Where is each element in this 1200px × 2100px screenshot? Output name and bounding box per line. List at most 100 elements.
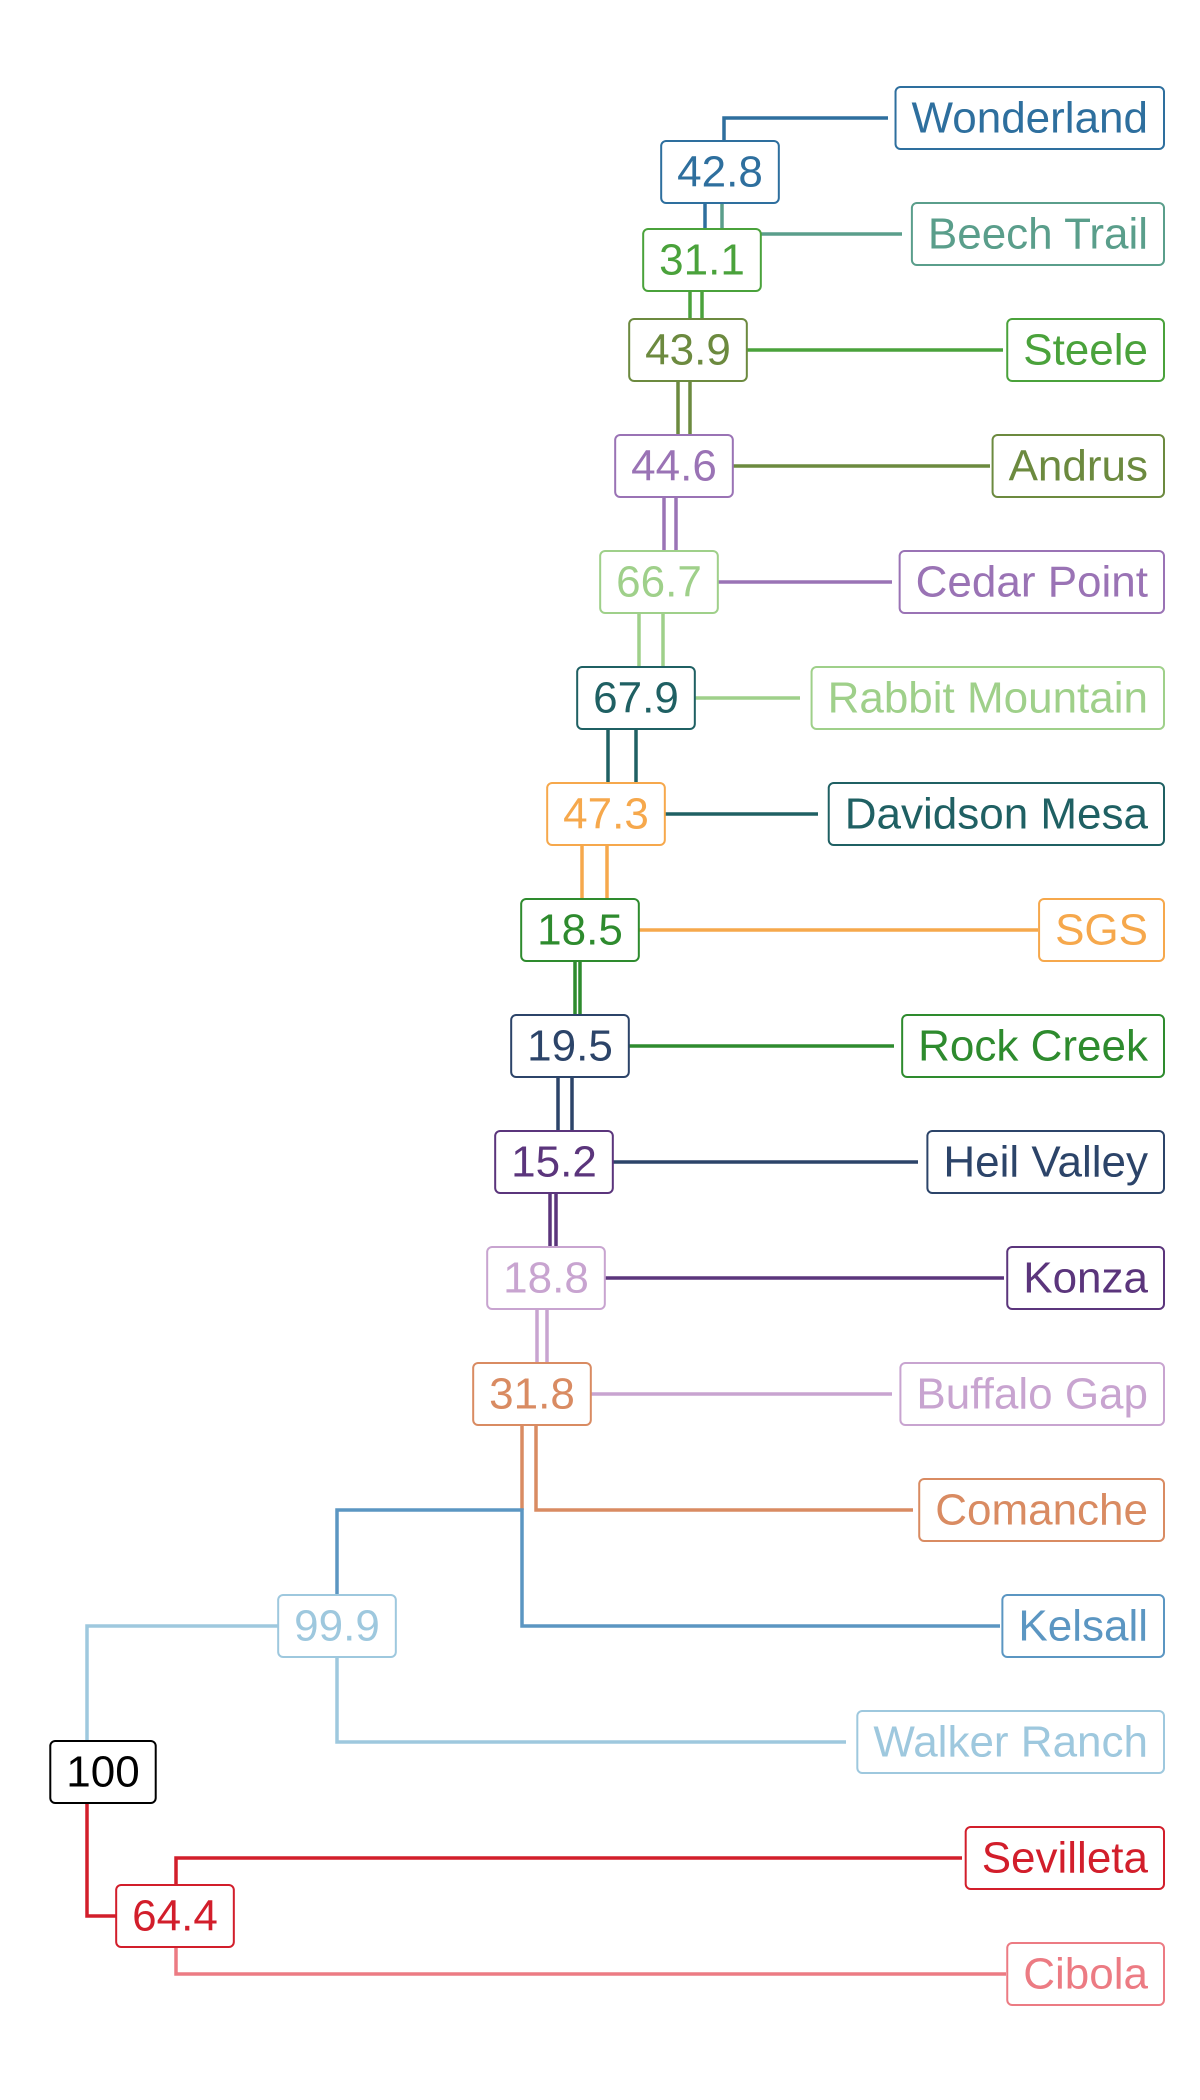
node-n-44-6-value: 44.6 (631, 442, 717, 491)
node-n-31-8-box (472, 1362, 592, 1426)
node-n-19-5-value: 19.5 (527, 1022, 613, 1071)
node-n-31-8: 31.8 (472, 1362, 592, 1426)
leaf-beech-trail-box (910, 202, 1165, 266)
leaf-labels: Wonderland Beech Trail Steele Andrus Cedar P… (810, 86, 1165, 2006)
leaf-andrus: Andrus (991, 434, 1165, 498)
leaf-sgs-box (1038, 898, 1165, 962)
leaf-sgs: SGS (1038, 898, 1165, 962)
branch-99-9-top (335, 1508, 1000, 1628)
node-n-67-9-box (576, 666, 696, 730)
node-n-64-4: 64.4 (115, 1884, 235, 1948)
leaf-kelsall: Kelsall (1001, 1594, 1165, 1658)
node-n-43-9-box (628, 318, 748, 382)
node-n-root: 100 (49, 1740, 157, 1804)
leaf-heil-valley-box (926, 1130, 1165, 1194)
node-n-66-7-box (599, 550, 719, 614)
dendrogram-branches (85, 116, 1038, 1976)
leaf-konza: Konza (1006, 1246, 1165, 1310)
leaf-buffalo-gap: Buffalo Gap (899, 1362, 1165, 1426)
leaf-comanche-box (918, 1478, 1165, 1542)
node-n-44-6: 44.6 (614, 434, 734, 498)
leaf-rabbit-mountain: Rabbit Mountain (810, 666, 1165, 730)
leaf-wonderland-box (894, 86, 1165, 150)
branch-wonderland (722, 116, 888, 149)
leaf-comanche-label: Comanche (935, 1486, 1148, 1535)
leaf-wonderland: Wonderland (894, 86, 1165, 150)
leaf-cedar-point: Cedar Point (898, 550, 1165, 614)
node-n-67-9-value: 67.9 (593, 674, 679, 723)
node-n-root-value: 100 (66, 1748, 139, 1797)
leaf-davidson-mesa-box (827, 782, 1165, 846)
leaf-walker-ranch-label: Walker Ranch (873, 1718, 1148, 1767)
node-n-18-8-box (486, 1246, 606, 1310)
leaf-buffalo-gap-label: Buffalo Gap (916, 1370, 1148, 1419)
leaf-rock-creek-box (901, 1014, 1165, 1078)
leaf-konza-box (1006, 1246, 1165, 1310)
node-n-18-5-value: 18.5 (537, 906, 623, 955)
leaf-walker-ranch-box (856, 1710, 1165, 1774)
node-n-19-5: 19.5 (510, 1014, 630, 1078)
leaf-steele: Steele (1006, 318, 1165, 382)
leaf-sevilleta-box (964, 1826, 1165, 1890)
node-n-42-8-box (660, 140, 780, 204)
node-n-66-7: 66.7 (599, 550, 719, 614)
leaf-sevilleta: Sevilleta (964, 1826, 1165, 1890)
leaf-comanche: Comanche (918, 1478, 1165, 1542)
node-n-99-9-box (277, 1594, 397, 1658)
leaf-andrus-label: Andrus (1009, 442, 1148, 491)
leaf-konza-label: Konza (1023, 1254, 1148, 1303)
node-n-31-1: 31.1 (642, 228, 762, 292)
leaf-walker-ranch: Walker Ranch (856, 1710, 1165, 1774)
leaf-cedar-point-box (898, 550, 1165, 614)
leaf-beech-trail-label: Beech Trail (928, 210, 1148, 259)
branch-sevilleta (174, 1856, 962, 1892)
node-n-18-5: 18.5 (520, 898, 640, 962)
leaf-rock-creek: Rock Creek (901, 1014, 1165, 1078)
node-n-42-8-value: 42.8 (677, 148, 763, 197)
leaf-rabbit-mountain-label: Rabbit Mountain (828, 674, 1148, 723)
node-n-18-5-box (520, 898, 640, 962)
node-n-47-3-box (546, 782, 666, 846)
node-n-15-2-box (494, 1130, 614, 1194)
leaf-cedar-point-label: Cedar Point (916, 558, 1148, 607)
node-n-15-2-value: 15.2 (511, 1138, 597, 1187)
leaf-sevilleta-label: Sevilleta (982, 1834, 1149, 1883)
leaf-cibola: Cibola (1006, 1942, 1165, 2006)
leaf-steele-box (1006, 318, 1165, 382)
node-n-47-3-value: 47.3 (563, 790, 649, 839)
leaf-sgs-label: SGS (1055, 906, 1148, 955)
node-n-99-9-value: 99.9 (294, 1602, 380, 1651)
leaf-buffalo-gap-box (899, 1362, 1165, 1426)
branch-comanche (534, 1418, 913, 1512)
node-n-42-8: 42.8 (660, 140, 780, 204)
node-n-31-1-value: 31.1 (659, 236, 745, 285)
leaf-kelsall-box (1001, 1594, 1165, 1658)
leaf-steele-label: Steele (1023, 326, 1148, 375)
leaf-andrus-box (991, 434, 1165, 498)
node-n-43-9: 43.9 (628, 318, 748, 382)
node-n-67-9: 67.9 (576, 666, 696, 730)
node-n-31-8-value: 31.8 (489, 1370, 575, 1419)
node-n-19-5-box (510, 1014, 630, 1078)
node-n-15-2: 15.2 (494, 1130, 614, 1194)
node-n-43-9-value: 43.9 (645, 326, 731, 375)
node-n-66-7-value: 66.7 (616, 558, 702, 607)
leaf-cibola-label: Cibola (1023, 1950, 1148, 1999)
node-n-44-6-box (614, 434, 734, 498)
node-labels: 100 64.4 99.9 31.8 18.8 15.2 19.5 18.5 47.3 67.9 6… (49, 140, 780, 1948)
branch-root-up (85, 1624, 280, 1748)
node-n-64-4-box (115, 1884, 235, 1948)
node-n-47-3: 47.3 (546, 782, 666, 846)
leaf-davidson-mesa: Davidson Mesa (827, 782, 1165, 846)
node-n-18-8: 18.8 (486, 1246, 606, 1310)
node-n-18-8-value: 18.8 (503, 1254, 589, 1303)
leaf-heil-valley: Heil Valley (926, 1130, 1165, 1194)
leaf-cibola-box (1006, 1942, 1165, 2006)
node-n-99-9: 99.9 (277, 1594, 397, 1658)
branch-cibola (174, 1940, 1006, 1976)
branch-root-down (85, 1796, 119, 1918)
node-n-64-4-value: 64.4 (132, 1892, 218, 1941)
leaf-davidson-mesa-label: Davidson Mesa (845, 790, 1149, 839)
leaf-heil-valley-label: Heil Valley (943, 1138, 1148, 1187)
